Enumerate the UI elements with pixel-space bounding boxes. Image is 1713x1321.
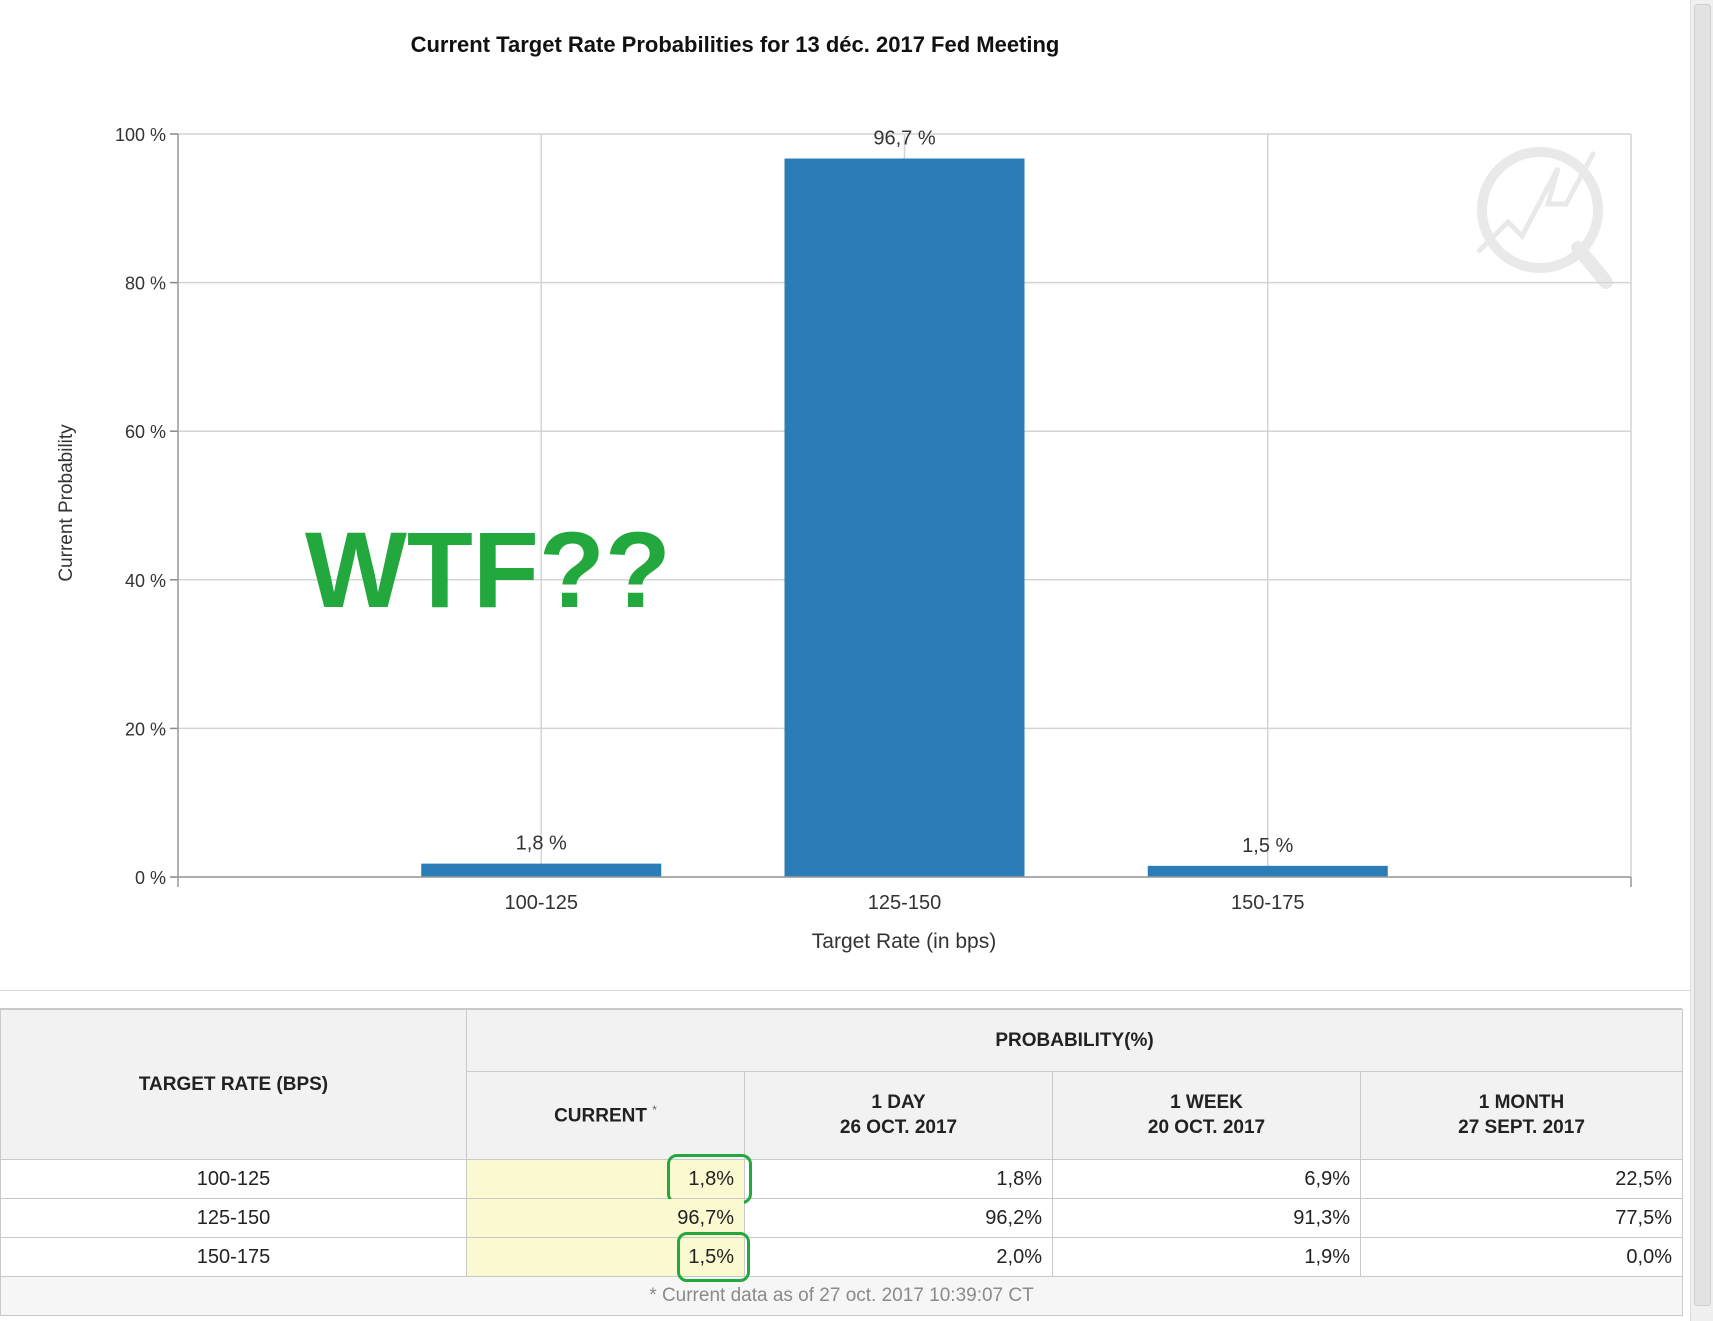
bar — [421, 863, 662, 877]
col-1month-date: 27 SEPT. 2017 — [1458, 1117, 1585, 1138]
col-1week-header: 1 WEEK 20 OCT. 2017 — [1052, 1071, 1361, 1160]
row-rate: 125-150 — [0, 1198, 467, 1238]
table-row: 150-175 1,5% 2,0% 1,9% 0,0% — [0, 1232, 1684, 1282]
axes — [170, 133, 1632, 887]
row-1day-value: 96,2% — [744, 1198, 1053, 1238]
probability-table-panel: TARGET RATE (BPS) PROBABILITY(%) CURRENT… — [0, 1008, 1684, 1316]
row-rate: 150-175 — [0, 1237, 467, 1277]
probability-table: TARGET RATE (BPS) PROBABILITY(%) CURRENT… — [0, 1009, 1684, 1316]
cell-value: 1,5% — [688, 1245, 734, 1268]
x-tick-labels: 100-125 125-150 150-175 — [505, 892, 1305, 914]
col-1week-label: 1 WEEK — [1170, 1092, 1243, 1113]
wtf-annotation: WTF?? — [305, 509, 671, 630]
x-tick-label: 100-125 — [505, 892, 578, 914]
bar-chart: Current Target Rate Probabilities for 13… — [56, 32, 1632, 953]
row-1month-value: 0,0% — [1359, 1237, 1684, 1277]
row-1day-value: 2,0% — [744, 1237, 1053, 1277]
x-tick-label: 125-150 — [868, 892, 941, 914]
chart-title: Current Target Rate Probabilities for 13… — [411, 32, 1060, 57]
table-row: 100-125 1,8% 1,8% 6,9% 22,5% — [0, 1154, 1684, 1204]
col-1month-header: 1 MONTH 27 SEPT. 2017 — [1359, 1071, 1684, 1160]
col-1day-label: 1 DAY — [871, 1092, 926, 1113]
footnote: * Current data as of 27 oct. 2017 10:39:… — [0, 1276, 1684, 1316]
current-footnote-marker: * — [652, 1103, 657, 1118]
y-tick-label: 0 % — [135, 868, 166, 888]
y-tick-label: 40 % — [125, 571, 166, 591]
cell-value: 1,8% — [688, 1167, 734, 1190]
target-rate-header: TARGET RATE (BPS) — [0, 1009, 467, 1160]
row-1day-value: 1,8% — [744, 1159, 1053, 1199]
row-1week-value: 91,3% — [1052, 1198, 1361, 1238]
bar-value-labels: 1,8 % 96,7 % 1,5 % — [516, 128, 1294, 857]
col-current-label: CURRENT — [554, 1105, 647, 1127]
col-1day-date: 26 OCT. 2017 — [839, 1117, 958, 1138]
col-current-header: CURRENT * — [466, 1071, 745, 1160]
bar-value-label: 96,7 % — [873, 128, 935, 150]
chart-panel: Current Target Rate Probabilities for 13… — [0, 0, 1691, 991]
bar — [784, 158, 1025, 878]
col-1day-header: 1 DAY 26 OCT. 2017 — [744, 1071, 1053, 1160]
probability-header: PROBABILITY(%) — [465, 1009, 1684, 1072]
scrollbar-thumb[interactable] — [1694, 4, 1711, 1306]
x-axis-label: Target Rate (in bps) — [812, 930, 996, 953]
row-current-value: 1,5% — [466, 1232, 750, 1282]
row-current-value: 96,7% — [466, 1198, 745, 1238]
bar-value-label: 1,5 % — [1242, 835, 1293, 857]
table-row: 125-150 96,7% 96,2% 91,3% 77,5% — [0, 1198, 1684, 1238]
col-1month-label: 1 MONTH — [1478, 1092, 1565, 1113]
watermark-logo — [1476, 147, 1613, 289]
bar — [1147, 865, 1388, 877]
row-1month-value: 22,5% — [1359, 1159, 1684, 1199]
bar-value-label: 1,8 % — [516, 833, 567, 855]
y-tick-labels: 0 % 20 % 40 % 60 % 80 % 100 % — [115, 125, 166, 888]
row-1week-value: 6,9% — [1052, 1159, 1361, 1199]
y-tick-label: 100 % — [115, 125, 166, 145]
y-tick-label: 20 % — [125, 719, 166, 739]
y-tick-label: 80 % — [125, 274, 166, 294]
x-tick-label: 150-175 — [1231, 892, 1304, 914]
y-tick-label: 60 % — [125, 422, 166, 442]
row-1month-value: 77,5% — [1359, 1198, 1684, 1238]
bars — [421, 158, 1388, 878]
footnote-row: * Current data as of 27 oct. 2017 10:39:… — [0, 1276, 1684, 1316]
row-1week-value: 1,9% — [1052, 1237, 1361, 1277]
row-current-value: 1,8% — [466, 1154, 752, 1204]
vertical-scrollbar[interactable] — [1690, 0, 1713, 1321]
y-axis-label: Current Probability — [56, 424, 77, 582]
col-1week-date: 20 OCT. 2017 — [1147, 1117, 1266, 1138]
row-rate: 100-125 — [0, 1159, 467, 1199]
